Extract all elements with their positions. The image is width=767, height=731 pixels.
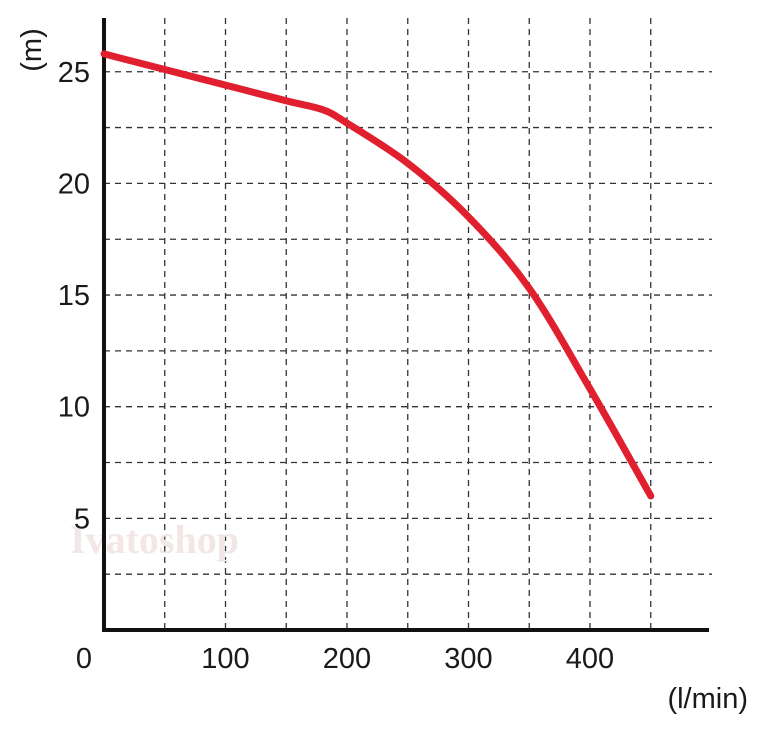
x-axis-label: (l/min) (667, 683, 748, 715)
watermark-text: Ivatoshop (70, 517, 239, 562)
series-line (100, 50, 655, 500)
tick-labels: 100 200 300 400 5 10 15 20 25 (58, 57, 614, 675)
y-axis-label: (m) (16, 28, 48, 71)
y-tick-label-3: 20 (58, 168, 90, 200)
x-tick-label-2: 300 (444, 643, 492, 675)
y-tick-label-4: 25 (58, 57, 90, 89)
x-tick-label-1: 200 (323, 643, 371, 675)
y-tick-label-1: 10 (58, 392, 90, 424)
axes (102, 18, 709, 632)
origin-label: 0 (76, 643, 92, 675)
x-tick-label-3: 400 (566, 643, 614, 675)
y-tick-label-2: 15 (58, 280, 90, 312)
y-tick-label-0: 5 (74, 503, 90, 535)
x-tick-label-0: 100 (201, 643, 249, 675)
